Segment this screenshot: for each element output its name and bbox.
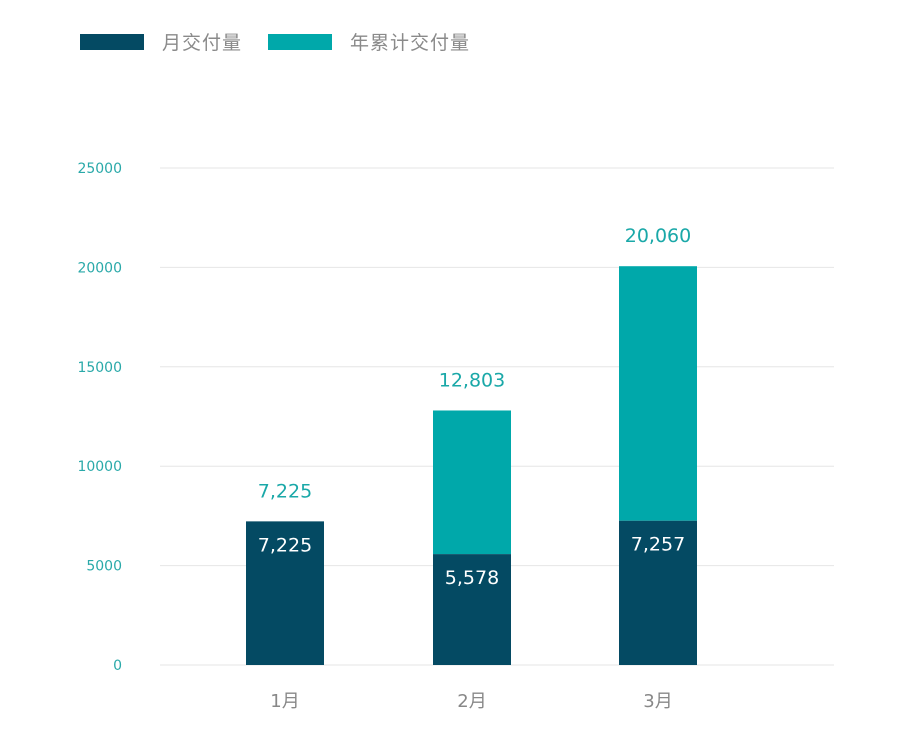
bar-monthly [433, 554, 511, 665]
bar-cumulative [433, 410, 511, 555]
y-tick-label: 25000 [77, 161, 122, 177]
bar-label-cumulative: 12,803 [439, 369, 505, 391]
legend-swatch-cumulative [268, 33, 333, 50]
y-tick-label: 5000 [86, 559, 122, 575]
legend-item-cumulative: 年累计交付量 [268, 28, 470, 55]
bar-label-cumulative: 7,225 [258, 480, 312, 502]
legend-label-cumulative: 年累计交付量 [350, 32, 471, 54]
y-tick-label: 10000 [77, 459, 122, 475]
bar-monthly [246, 521, 324, 665]
bar-label-monthly: 7,225 [258, 534, 312, 556]
x-tick-label: 2月 [457, 691, 486, 712]
legend-swatch-monthly [80, 33, 144, 50]
legend-item-monthly: 月交付量 [80, 28, 242, 55]
bar-cumulative [619, 266, 697, 521]
x-tick-label: 3月 [643, 691, 672, 712]
legend: 月交付量 年累计交付量 [80, 28, 496, 55]
bar-monthly [619, 520, 697, 665]
x-tick-label: 1月 [270, 691, 299, 712]
legend-label-monthly: 月交付量 [162, 32, 243, 54]
y-tick-label: 0 [113, 658, 122, 674]
bar-label-monthly: 7,257 [631, 534, 685, 556]
y-tick-label: 15000 [77, 360, 122, 376]
bar-label-monthly: 5,578 [445, 567, 499, 589]
bar-label-cumulative: 20,060 [625, 225, 691, 247]
y-tick-label: 20000 [77, 260, 122, 276]
